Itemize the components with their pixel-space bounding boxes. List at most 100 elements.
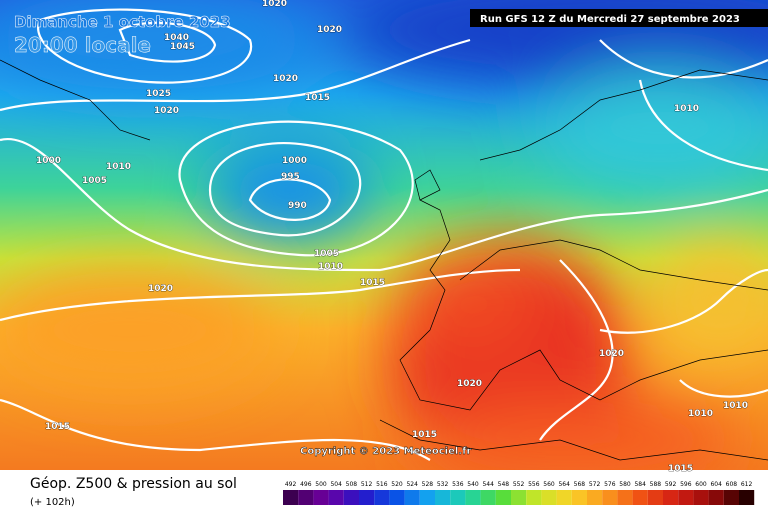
legend-swatch (556, 490, 572, 505)
legend-label: 576 (604, 481, 616, 488)
legend-label: 608 (726, 481, 738, 488)
legend-label: 500 (315, 481, 327, 488)
legend-label: 532 (437, 481, 449, 488)
isobar-label: 1020 (148, 284, 173, 294)
isobar-label: 1010 (674, 104, 699, 114)
legend-label: 548 (498, 481, 510, 488)
legend-label: 516 (376, 481, 388, 488)
legend-label: 504 (330, 481, 342, 488)
isobar-label: 1000 (282, 156, 307, 166)
legend-label: 508 (346, 481, 358, 488)
legend-swatch (374, 490, 390, 505)
legend-label: 512 (361, 481, 373, 488)
legend-label: 520 (391, 481, 403, 488)
isobar-label: 1040 (164, 33, 189, 43)
isobar-label: 1015 (412, 430, 437, 440)
time: 20:00 locale (14, 33, 151, 57)
legend-label: 580 (619, 481, 631, 488)
legend-swatch (389, 490, 405, 505)
isobar-label: 1010 (318, 262, 343, 272)
legend-swatch (663, 490, 679, 505)
isobar-label: 1010 (723, 401, 748, 411)
legend-label: 540 (467, 481, 479, 488)
legend-label: 568 (574, 481, 586, 488)
run-info: Run GFS 12 Z du Mercredi 27 septembre 20… (480, 14, 740, 25)
footer-lead: (+ 102h) (30, 497, 75, 508)
date: Dimanche 1 octobre 2023 (14, 13, 231, 31)
field (0, 0, 768, 470)
legend-swatch (480, 490, 496, 505)
legend-swatch (404, 490, 420, 505)
legend-label: 592 (665, 481, 677, 488)
legend-label: 612 (741, 481, 753, 488)
legend-label: 572 (589, 481, 601, 488)
footer-title: Géop. Z500 & pression au sol (30, 476, 237, 492)
legend-swatch (283, 490, 299, 505)
isobar-label: 1010 (106, 162, 131, 172)
legend-swatch (587, 490, 603, 505)
legend-swatch (571, 490, 587, 505)
legend-label: 496 (300, 481, 312, 488)
isobar-label: 1020 (457, 379, 482, 389)
legend-swatch (343, 490, 359, 505)
isobar-label: 995 (281, 172, 300, 182)
isobar-label: 1025 (146, 89, 171, 99)
isobar-label: 1015 (668, 464, 693, 474)
legend-swatch (511, 490, 527, 505)
isobar-label: 1020 (273, 74, 298, 84)
isobar-label: 1000 (36, 156, 61, 166)
isobar-label: 1005 (314, 249, 339, 259)
legend-swatch (450, 490, 466, 505)
isobar-label: 990 (288, 201, 307, 211)
isobar-label: 1045 (170, 42, 195, 52)
legend-swatch (541, 490, 557, 505)
legend-swatch (526, 490, 542, 505)
isobar-label: 1015 (360, 278, 385, 288)
legend-swatch (617, 490, 633, 505)
legend-swatch (647, 490, 663, 505)
legend-label: 552 (513, 481, 525, 488)
legend: 492 496 500 504 508 512 516 520 524 528 532 536 540 5… (283, 481, 755, 505)
legend-label: 588 (650, 481, 662, 488)
legend-label: 584 (634, 481, 646, 488)
legend-swatch (723, 490, 739, 505)
legend-swatch (678, 490, 694, 505)
legend-swatch (602, 490, 618, 505)
isobars (0, 8, 768, 461)
coastlines (0, 59, 768, 461)
legend-swatch (693, 490, 709, 505)
legend-swatch (359, 490, 375, 505)
legend-label: 544 (482, 481, 494, 488)
legend-label: 564 (558, 481, 570, 488)
legend-label: 560 (543, 481, 555, 488)
legend-swatch (313, 490, 329, 505)
legend-swatch (465, 490, 481, 505)
legend-swatch (495, 490, 511, 505)
legend-swatch (419, 490, 435, 505)
isobar-label: 1020 (599, 349, 624, 359)
isobar-label: 1010 (688, 409, 713, 419)
legend-swatch (708, 490, 724, 505)
isobar-label: 1020 (154, 106, 179, 116)
legend-swatch (435, 490, 451, 505)
isobar-label: 1015 (305, 93, 330, 103)
legend-label: 492 (285, 481, 297, 488)
legend-swatch (298, 490, 314, 505)
legend-swatch (739, 490, 755, 505)
legend-label: 536 (452, 481, 464, 488)
legend-label: 528 (422, 481, 434, 488)
legend-label: 524 (406, 481, 418, 488)
legend-label: 556 (528, 481, 540, 488)
isobar-label: 1020 (317, 25, 342, 35)
legend-label: 604 (710, 481, 722, 488)
legend-swatch (632, 490, 648, 505)
run-box (470, 9, 768, 27)
isobar-label: 1005 (82, 176, 107, 186)
legend-swatch (328, 490, 344, 505)
legend-label: 596 (680, 481, 692, 488)
copyright: Copyright © 2023 Meteociel.fr (300, 446, 471, 457)
legend-label: 600 (695, 481, 707, 488)
